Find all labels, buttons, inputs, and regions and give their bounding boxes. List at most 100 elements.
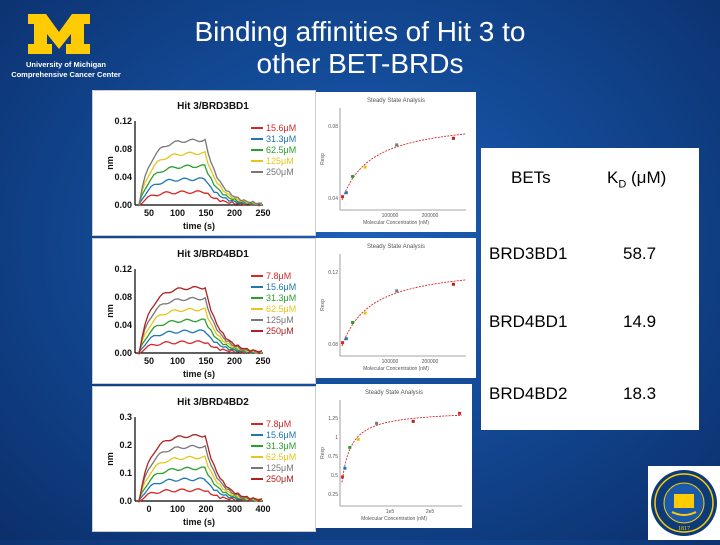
y-tick-label: 0.04 — [114, 320, 132, 330]
x-axis-label: time (s) — [183, 517, 215, 527]
ss-y-label: Resp — [320, 299, 326, 311]
ss-title: Steady State Analysis — [367, 98, 425, 104]
bet-name: BRD4BD2 — [489, 384, 568, 403]
panel-title: Hit 3/BRD4BD1 — [177, 249, 249, 260]
ss-x-tick: 200000 — [422, 359, 439, 365]
panel-title: Hit 3/BRD4BD2 — [177, 397, 249, 408]
header-kd-main: K — [607, 168, 619, 187]
legend-label: 7.8μM — [266, 419, 291, 429]
ss-x-label: Molecular Concentration (nM) — [363, 366, 429, 372]
legend-label: 250μM — [266, 474, 294, 484]
ss-data-point — [348, 445, 352, 449]
x-tick-label: 200 — [198, 504, 213, 514]
ss-y-tick: 0.08 — [328, 124, 338, 130]
university-seal: 1817 — [648, 466, 720, 540]
kinetics-chart-brd4bd1: Hit 3/BRD4BD1 0.12 0.08 0.04 0.00 50 100 150 200… — [105, 249, 296, 379]
legend-label: 250μM — [266, 326, 294, 336]
ss-data-point — [341, 195, 345, 199]
slide-title: Binding affinities of Hit 3 to other BET… — [150, 16, 570, 80]
ss-data-point — [343, 466, 347, 470]
seal-icon: 1817 — [651, 470, 717, 536]
steady-state-panel-3: Steady State Analysis 1.25 1 0.75 0.5 0.25 1e5… — [316, 384, 472, 528]
y-tick-label: 0.12 — [114, 264, 132, 274]
y-tick-label: 0.00 — [114, 348, 132, 358]
y-tick-label: 0.08 — [114, 292, 132, 302]
seal-year: 1817 — [678, 526, 690, 532]
legend-label: 62.5μM — [266, 145, 296, 155]
x-axis-label: time (s) — [183, 221, 215, 231]
legend-label: 31.3μM — [266, 293, 296, 303]
ss-title: Steady State Analysis — [367, 244, 425, 250]
x-tick-label: 50 — [144, 208, 154, 218]
ss-y-tick: 0.12 — [328, 270, 338, 276]
ss-data-point — [458, 411, 462, 415]
legend-label: 125μM — [266, 463, 294, 473]
bet-name: BRD3BD1 — [489, 244, 568, 263]
ss-x-tick: 200000 — [422, 213, 439, 219]
kinetics-panel-brd3bd1: Hit 3/BRD3BD1 0.12 0.08 0.04 0.00 50 100 150 200… — [92, 90, 316, 236]
kinetics-chart-brd3bd1: Hit 3/BRD3BD1 0.12 0.08 0.04 0.00 50 100 150 200… — [105, 101, 296, 231]
kd-value: 18.3 — [623, 384, 657, 403]
panel-title: Hit 3/BRD3BD1 — [177, 101, 249, 112]
sensorgram-trace — [138, 340, 263, 355]
logo-text: University of Michigan Comprehensive Can… — [6, 60, 126, 80]
legend-label: 62.5μM — [266, 452, 296, 462]
y-tick-label: 0.08 — [114, 144, 132, 154]
steady-state-chart-3: Steady State Analysis 1.25 1 0.75 0.5 0.25 1e5… — [320, 390, 463, 522]
ss-fit-curve — [341, 279, 467, 347]
y-axis-label: nm — [105, 304, 115, 318]
bet-name: BRD4BD1 — [489, 312, 568, 331]
ss-data-point — [340, 475, 344, 479]
y-axis-label: nm — [105, 452, 115, 466]
ss-data-point — [351, 321, 355, 324]
ss-y-label: Resp — [320, 447, 326, 459]
ss-y-tick: 0.08 — [328, 342, 338, 348]
ss-data-point — [395, 143, 399, 147]
sensorgram-trace — [138, 296, 263, 354]
ss-y-tick: 0.5 — [331, 473, 338, 479]
header-kd: KD (μM) — [607, 168, 666, 190]
ss-data-point — [341, 341, 345, 345]
table-row: BRD4BD2 18.3 — [481, 384, 699, 414]
header-kd-unit: (μM) — [626, 168, 667, 187]
ss-x-label: Molecular Concentration (nM) — [361, 516, 427, 522]
ss-x-tick: 100000 — [382, 213, 399, 219]
legend-label: 15.6μM — [266, 282, 296, 292]
x-tick-label: 100 — [170, 356, 185, 366]
block-m-logo — [28, 14, 90, 54]
steady-state-chart-2: Steady State Analysis 0.12 0.08 100000 20000… — [320, 244, 467, 372]
legend-label: 125μM — [266, 156, 294, 166]
x-tick-label: 300 — [227, 504, 242, 514]
x-tick-label: 150 — [198, 356, 213, 366]
ss-data-point — [351, 175, 355, 178]
x-tick-label: 100 — [170, 504, 185, 514]
ss-data-point — [375, 421, 379, 425]
ss-data-point — [451, 136, 455, 140]
y-tick-label: 0.3 — [119, 412, 132, 422]
ss-data-point — [344, 337, 348, 341]
y-tick-label: 0.1 — [119, 468, 132, 478]
title-line1: Binding affinities of Hit 3 to — [194, 16, 526, 47]
steady-state-panel-1: Steady State Analysis 0.08 0.04 100000 20000… — [316, 92, 476, 232]
logo-line2: Comprehensive Cancer Center — [11, 70, 121, 79]
legend-label: 7.8μM — [266, 271, 291, 281]
legend-label: 250μM — [266, 167, 294, 177]
kd-table: BETs KD (μM) BRD3BD1 58.7 BRD4BD1 14.9 B… — [481, 148, 699, 430]
ss-y-tick: 1 — [335, 435, 338, 441]
x-tick-label: 400 — [255, 504, 270, 514]
x-tick-label: 200 — [227, 208, 242, 218]
ss-x-tick: 1e5 — [386, 509, 395, 515]
kinetics-chart-brd4bd2: Hit 3/BRD4BD2 0.3 0.2 0.1 0.0 0 100 200 300 400 nm… — [105, 397, 296, 527]
sensorgram-trace — [138, 138, 263, 206]
y-tick-label: 0.12 — [114, 116, 132, 126]
legend-label: 31.3μM — [266, 441, 296, 451]
legend-label: 31.3μM — [266, 134, 296, 144]
header-kd-sub: D — [618, 178, 627, 191]
y-tick-label: 0.2 — [119, 440, 132, 450]
ss-y-tick: 0.75 — [328, 454, 338, 460]
ss-data-point — [411, 419, 415, 423]
legend-label: 15.6μM — [266, 430, 296, 440]
ss-data-point — [363, 311, 367, 315]
sensorgram-trace — [138, 433, 263, 503]
sensorgram-trace — [138, 190, 263, 207]
